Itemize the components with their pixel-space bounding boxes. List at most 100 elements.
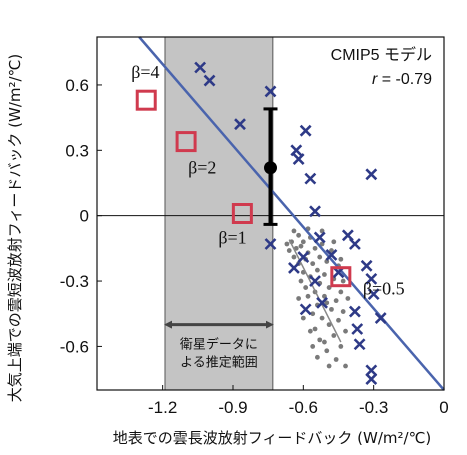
- ensemble-point: [340, 278, 346, 284]
- ensemble-point: [326, 285, 332, 290]
- correlation-symbol: r: [372, 71, 378, 88]
- model-point: [365, 373, 378, 386]
- ensemble-point: [336, 317, 341, 323]
- model-point-cross: [365, 272, 378, 285]
- ensemble-point: [307, 328, 313, 334]
- x-tick-label: -0.9: [218, 398, 247, 417]
- ensemble-point: [329, 248, 334, 253]
- model-point: [365, 364, 378, 377]
- ensemble-point: [322, 272, 327, 277]
- ensemble-regression-line: [288, 239, 342, 343]
- model-point: [309, 205, 321, 218]
- model-point-cross: [365, 373, 378, 386]
- model-point: [299, 124, 312, 137]
- y-tick-label: -0.6: [60, 337, 89, 356]
- ensemble-point: [310, 344, 316, 349]
- ensemble-point: [317, 254, 323, 260]
- beta-square: [175, 131, 197, 153]
- ensemble-point: [284, 241, 290, 247]
- model-point-cross: [374, 312, 387, 325]
- ensemble-point: [317, 337, 323, 343]
- ensemble-point: [312, 245, 318, 251]
- ensemble-point: [333, 357, 339, 362]
- model-point: [203, 74, 216, 87]
- y-tick-label: 0: [80, 207, 89, 226]
- model-point-cross: [365, 364, 378, 377]
- model-point-cross: [288, 262, 300, 274]
- plot-frame: [96, 36, 445, 391]
- satellite-range-label-line1: 衛星データに: [180, 337, 258, 353]
- model-point: [365, 168, 378, 181]
- ensemble-point: [329, 306, 334, 312]
- ensemble-point: [326, 363, 332, 369]
- model-point-cross: [360, 259, 373, 272]
- ensemble-point: [300, 239, 306, 245]
- ensemble-point: [331, 239, 337, 245]
- ensemble-point: [345, 296, 351, 301]
- estimate-point: [264, 161, 277, 175]
- satellite-range-label-line2: よる推定範囲: [180, 356, 258, 371]
- x-tick-label: 0: [439, 398, 448, 417]
- model-point-cross: [304, 172, 317, 185]
- x-tick-label: -0.3: [359, 398, 388, 417]
- model-point-cross: [299, 303, 312, 316]
- beta-square: [330, 266, 352, 288]
- model-point-cross: [309, 275, 321, 287]
- beta-markers: [135, 89, 352, 288]
- regression-line: [138, 36, 445, 391]
- x-axis-title: 地表での雲長波放射フィードバック (W/m²/℃): [113, 429, 432, 447]
- model-point-cross: [351, 323, 364, 335]
- model-point-cross: [367, 288, 380, 301]
- model-point-cross: [316, 296, 329, 309]
- ensemble-point: [338, 289, 344, 295]
- model-point: [309, 275, 321, 287]
- model-point: [360, 259, 373, 272]
- ensemble-point: [305, 293, 311, 299]
- ensemble-point: [314, 267, 320, 273]
- ensemble-point: [314, 354, 320, 360]
- y-tick-label: 0.6: [65, 76, 89, 95]
- ensemble-point: [322, 339, 327, 345]
- model-point: [374, 312, 387, 325]
- x-tick-label: -0.6: [289, 398, 318, 417]
- beta-square: [231, 203, 253, 224]
- model-point: [194, 61, 207, 74]
- ensemble-point: [286, 248, 292, 253]
- model-point: [353, 338, 366, 351]
- ensemble-point: [324, 348, 330, 354]
- model-point: [304, 172, 317, 185]
- x-tick-label: -1.2: [148, 398, 177, 417]
- beta-label: β=0.5: [363, 279, 405, 299]
- ensemble-point: [296, 296, 302, 301]
- model-point: [299, 303, 312, 316]
- ensemble-point: [291, 228, 297, 234]
- model-point: [234, 118, 246, 131]
- y-tick-label: 0.3: [65, 141, 89, 160]
- model-point-cross: [297, 251, 310, 263]
- ensemble-point: [340, 309, 346, 314]
- model-point: [313, 231, 326, 244]
- model-point-cross: [290, 144, 303, 157]
- satellite-range-band: [164, 36, 274, 391]
- ensemble-point: [319, 315, 325, 321]
- model-point: [316, 296, 329, 309]
- model-point-cross: [309, 205, 321, 218]
- model-point: [348, 238, 361, 250]
- model-point: [292, 153, 305, 165]
- model-point-cross: [313, 231, 326, 244]
- ensemble-point: [310, 261, 316, 267]
- ensemble-point: [338, 256, 344, 262]
- model-point: [264, 238, 277, 250]
- model-point-cross: [365, 168, 378, 181]
- ensemble-point: [303, 285, 309, 290]
- ensemble-point: [310, 311, 316, 317]
- model-point-cross: [348, 305, 361, 318]
- ensemble-point: [300, 315, 306, 321]
- ensemble-points: [284, 226, 351, 369]
- ensemble-point: [331, 333, 337, 338]
- model-point-cross: [292, 153, 305, 165]
- beta-label: β=4: [131, 62, 159, 82]
- model-point-cross: [325, 248, 338, 261]
- ensemble-point: [343, 363, 348, 369]
